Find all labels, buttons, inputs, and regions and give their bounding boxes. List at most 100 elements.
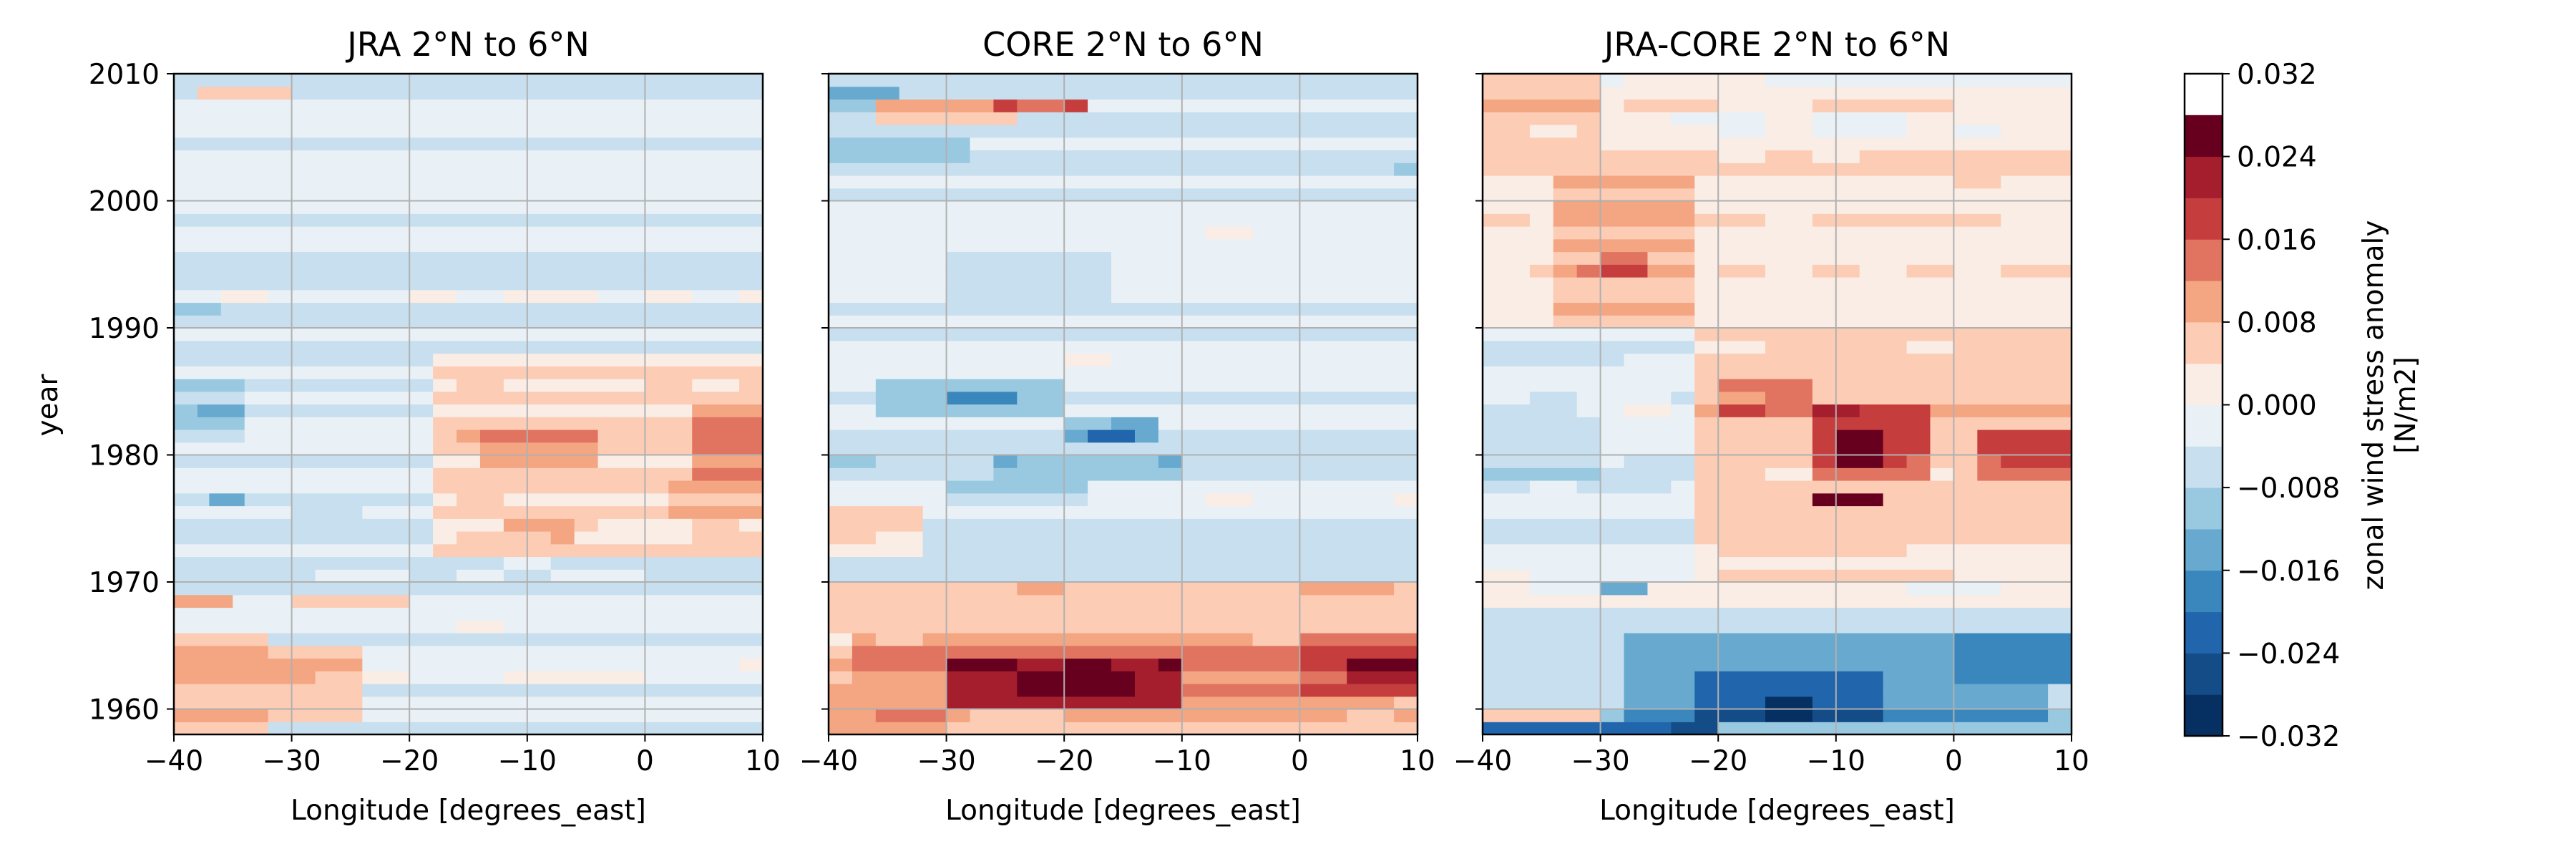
heatmap-cell — [1906, 125, 1954, 138]
heatmap-cell — [692, 455, 763, 468]
heatmap-cell — [1812, 442, 1837, 456]
heatmap-cell — [1694, 353, 2072, 367]
heatmap-cell — [1483, 391, 1531, 405]
heatmap-cell — [1765, 391, 1813, 405]
heatmap-cell — [1953, 264, 2001, 278]
heatmap-cell — [433, 404, 693, 417]
heatmap-cell — [1671, 391, 1695, 405]
heatmap-cell — [220, 302, 763, 316]
heatmap-cell — [1111, 417, 1159, 430]
colorbar-tick-label: −0.008 — [2237, 472, 2340, 505]
heatmap-cell — [1553, 226, 1695, 240]
panel-title-jra-core: JRA-CORE 2°N to 6°N — [1602, 25, 1950, 64]
heatmap-cell — [550, 569, 645, 583]
heatmap-cell — [829, 137, 971, 151]
heatmap-cell — [946, 684, 1018, 697]
heatmap-cell — [457, 620, 504, 634]
heatmap-cell — [1694, 480, 2072, 494]
heatmap-cell — [829, 200, 1418, 214]
heatmap-cell — [550, 556, 763, 570]
heatmap-cell — [946, 480, 1088, 494]
heatmap-cell — [1694, 366, 2072, 379]
heatmap-cell — [1765, 112, 1813, 125]
heatmap-cell — [829, 709, 877, 722]
heatmap-cell — [1600, 264, 1649, 278]
heatmap-cell — [1553, 213, 1695, 227]
heatmap-cell — [174, 125, 763, 138]
heatmap-cell — [174, 404, 198, 417]
heatmap-cell — [1765, 467, 1813, 481]
heatmap-cell — [1394, 696, 1418, 710]
colorbar-band — [2185, 570, 2223, 613]
heatmap-cell — [174, 264, 763, 278]
heatmap-cell — [1483, 417, 1601, 430]
heatmap-cell — [433, 391, 763, 405]
heatmap-cell — [2048, 696, 2072, 710]
heatmap-cell — [1953, 467, 1978, 481]
heatmap-cell — [433, 353, 763, 367]
heatmap-cell — [1064, 404, 1418, 417]
heatmap-cell — [1088, 430, 1136, 443]
heatmap-cell — [1624, 696, 1695, 710]
heatmap-cell — [1953, 340, 2072, 354]
heatmap-cell — [829, 531, 877, 545]
heatmap-cell — [1529, 480, 1578, 494]
heatmap-cell — [174, 112, 763, 125]
heatmap-cell — [1883, 430, 1931, 443]
heatmap-cell — [174, 671, 316, 684]
heatmap-cell — [993, 467, 1183, 481]
heatmap-cell — [829, 480, 947, 494]
y-axis-label: year — [32, 374, 64, 437]
heatmap-cell — [1624, 709, 1695, 722]
heatmap-cell — [1017, 582, 1065, 596]
heatmap-cell — [433, 543, 763, 558]
x-tick-label: 10 — [745, 745, 781, 777]
heatmap-cell — [503, 289, 599, 304]
heatmap-cell — [1158, 658, 1183, 671]
heatmap-cell — [645, 569, 763, 583]
heatmap-cell — [457, 379, 504, 392]
heatmap-cell — [1483, 404, 1578, 417]
heatmap-cell — [1576, 264, 1601, 278]
heatmap-cell — [922, 505, 1418, 519]
heatmap-cell — [1483, 430, 1601, 443]
heatmap-cell — [1765, 404, 1813, 417]
heatmap-cell — [875, 633, 924, 646]
heatmap-cell — [645, 379, 693, 392]
heatmap-cell — [1576, 391, 1672, 405]
heatmap-cell — [1483, 226, 1554, 240]
x-tick-label: −30 — [1571, 745, 1629, 777]
heatmap-cell — [1111, 658, 1159, 671]
heatmap-cell — [174, 251, 763, 265]
colorbar-tick-label: −0.016 — [2237, 555, 2340, 588]
heatmap-cell — [174, 696, 363, 710]
heatmap-cell — [946, 492, 1088, 507]
x-tick-label: 10 — [2054, 745, 2089, 777]
heatmap-cell — [409, 594, 763, 608]
heatmap-cell — [244, 492, 434, 507]
heatmap-cell — [829, 582, 1018, 596]
heatmap-cell — [1906, 340, 1954, 354]
heatmap-cell — [1483, 671, 1625, 684]
heatmap-cell — [174, 238, 763, 253]
heatmap-cell — [1765, 74, 2072, 87]
heatmap-cell — [1017, 684, 1136, 697]
heatmap-cell — [993, 99, 1018, 112]
heatmap-cell — [1671, 404, 1695, 417]
colorbar-tick-label: 0.000 — [2237, 390, 2317, 422]
heatmap-cell — [433, 467, 693, 481]
heatmap-cell — [174, 430, 245, 443]
heatmap-cell — [1483, 658, 1625, 671]
heatmap-cell — [946, 277, 1112, 291]
heatmap-cell — [829, 722, 947, 735]
heatmap-cell — [692, 289, 740, 304]
colorbar-tick-label: −0.032 — [2237, 721, 2340, 753]
heatmap-cell — [174, 620, 457, 634]
heatmap-cell — [1694, 467, 1766, 481]
heatmap-cell — [174, 150, 763, 163]
heatmap-cell — [1064, 658, 1112, 671]
heatmap-cell — [668, 492, 763, 507]
heatmap-cell — [875, 404, 1065, 417]
heatmap-cell — [946, 391, 1018, 405]
heatmap-cell — [1483, 492, 1695, 507]
